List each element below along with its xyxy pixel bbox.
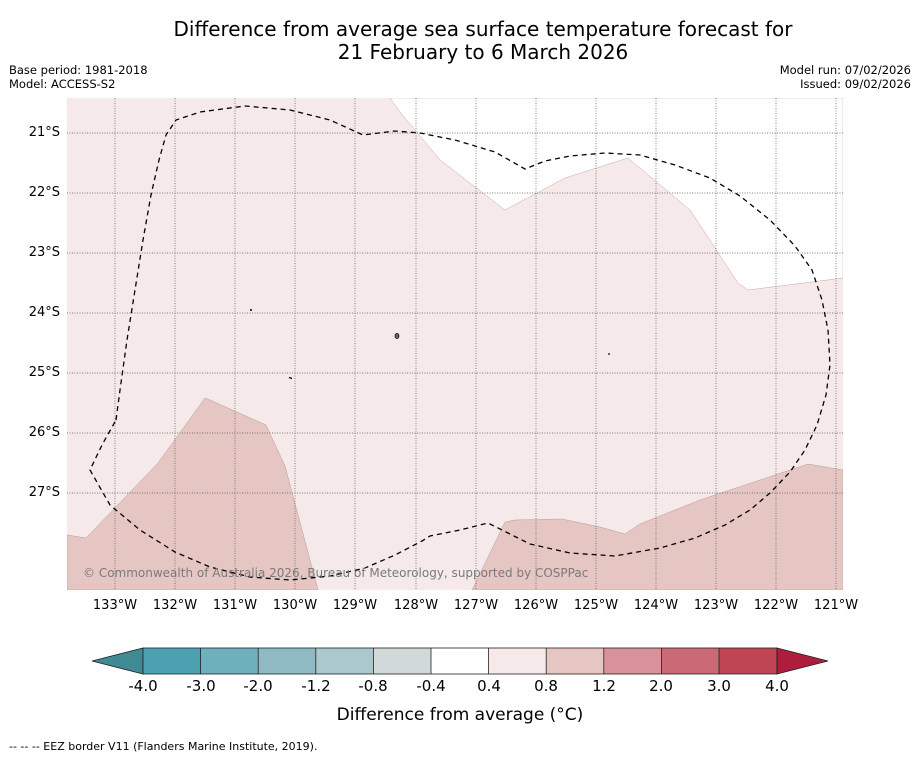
anomaly-region-west — [67, 397, 319, 590]
gridlines — [67, 98, 843, 590]
footnote: -- -- -- EEZ border V11 (Flanders Marine… — [9, 740, 318, 753]
island-marker — [288, 376, 293, 380]
lat-label: 23°S — [28, 245, 60, 260]
colorbar-tick-label: -2.0 — [243, 677, 273, 695]
lon-label: 131°W — [212, 598, 258, 613]
colorbar-segment — [488, 648, 547, 674]
lat-label: 24°S — [28, 305, 60, 320]
lon-label: 133°W — [92, 598, 138, 613]
colorbar-tick-label: -4.0 — [128, 677, 158, 695]
colorbar-segment — [431, 648, 489, 674]
lat-label: 21°S — [28, 125, 60, 140]
colorbar-dividers — [200, 648, 720, 674]
lon-label: 127°W — [453, 598, 499, 613]
colorbar-tick-label: -0.4 — [416, 677, 446, 695]
lat-label: 26°S — [28, 425, 60, 440]
colorbar-segment — [258, 648, 316, 674]
colorbar-tick-label: 0.4 — [477, 677, 501, 695]
issued-date: Issued: 09/02/2026 — [800, 77, 911, 91]
lon-label: 124°W — [633, 598, 679, 613]
colorbar-tick-label: -0.8 — [358, 677, 388, 695]
colorbar-title: Difference from average (°C) — [336, 705, 584, 725]
lon-label: 129°W — [332, 598, 378, 613]
colorbar-extend-low — [91, 647, 144, 675]
model-name: Model: ACCESS-S2 — [9, 77, 116, 91]
colorbar-tick-label: 4.0 — [765, 677, 789, 695]
island-marker — [608, 353, 610, 355]
page-title: Difference from average sea surface temp… — [0, 18, 919, 64]
meta-left: Base period: 1981-2018 Model: ACCESS-S2 — [9, 63, 148, 91]
title-line-2: 21 February to 6 March 2026 — [337, 40, 629, 64]
anomaly-region-east — [471, 463, 843, 590]
lon-label: 130°W — [272, 598, 318, 613]
island-marker — [250, 309, 252, 311]
lat-label: 25°S — [28, 365, 60, 380]
lon-label: 132°W — [152, 598, 198, 613]
lon-label: 126°W — [513, 598, 559, 613]
base-period: Base period: 1981-2018 — [9, 63, 148, 77]
colorbar-segment — [719, 648, 777, 674]
colorbar-tick-label: 1.2 — [592, 677, 616, 695]
colorbar-segment — [603, 648, 662, 674]
meta-right: Model run: 07/02/2026 Issued: 09/02/2026 — [780, 63, 911, 91]
colorbar-segment — [546, 648, 604, 674]
colorbar-tick-label: 3.0 — [707, 677, 731, 695]
colorbar-tick-label: -3.0 — [186, 677, 216, 695]
colorbar-outline — [142, 647, 778, 675]
colorbar-segment — [200, 648, 259, 674]
title-line-1: Difference from average sea surface temp… — [173, 17, 793, 41]
colorbar-extend-high — [776, 647, 829, 675]
eez-border — [89, 105, 831, 581]
model-run: Model run: 07/02/2026 — [779, 63, 911, 77]
colorbar-segment — [373, 648, 431, 674]
colorbar-tick-label: 2.0 — [649, 677, 673, 695]
colorbar-segment — [661, 648, 719, 674]
colorbar-segment — [315, 648, 374, 674]
neutral-region — [389, 98, 843, 291]
colorbar-tick-label: 0.8 — [534, 677, 558, 695]
island-marker — [394, 333, 400, 339]
lat-label: 22°S — [28, 185, 60, 200]
lon-label: 125°W — [573, 598, 619, 613]
colorbar-tick-label: -1.2 — [301, 677, 331, 695]
colorbar-segment — [143, 648, 201, 674]
lon-label: 123°W — [693, 598, 739, 613]
lon-label: 121°W — [813, 598, 859, 613]
lon-label: 128°W — [393, 598, 439, 613]
copyright-text: © Commonwealth of Australia 2026, Bureau… — [83, 566, 588, 580]
lat-label: 27°S — [28, 485, 60, 500]
lon-label: 122°W — [753, 598, 799, 613]
